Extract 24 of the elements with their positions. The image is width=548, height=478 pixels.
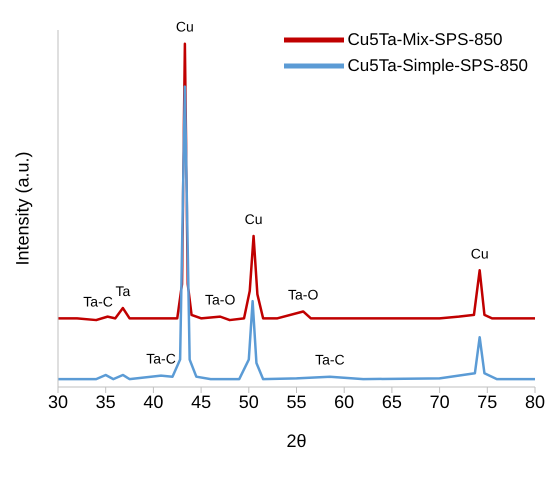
annotation: Cu <box>470 245 489 262</box>
x-tick-label: 35 <box>96 392 116 412</box>
legend-label: Cu5Ta-Mix-SPS-850 <box>348 30 502 50</box>
annotation: Ta-O <box>205 292 236 308</box>
x-tick-label: 55 <box>286 392 307 412</box>
x-tick-label: 75 <box>477 392 498 412</box>
annotation: Ta <box>115 283 130 300</box>
legend-label: Cu5Ta-Simple-SPS-850 <box>348 56 528 76</box>
x-tick-label: 80 <box>524 392 546 412</box>
x-tick-label: 65 <box>382 392 402 412</box>
annotation: Ta-C <box>315 352 345 368</box>
x-tick-label: 45 <box>191 392 212 412</box>
x-tick-label: 50 <box>238 392 259 412</box>
x-tick-label: 60 <box>334 392 354 412</box>
x-tick-label: 40 <box>143 392 164 412</box>
x-tick-label: 30 <box>48 392 68 412</box>
annotation: Ta-C <box>146 350 176 367</box>
annotation: Ta-O <box>288 286 318 302</box>
x-tick-label: 70 <box>430 392 450 412</box>
y-axis-title: Intensity (a.u.) <box>12 151 32 266</box>
annotation: Cu <box>176 18 194 35</box>
annotation: Ta-C <box>83 293 113 310</box>
x-axis-title: 2θ <box>286 431 307 451</box>
annotation: Cu <box>244 210 263 227</box>
